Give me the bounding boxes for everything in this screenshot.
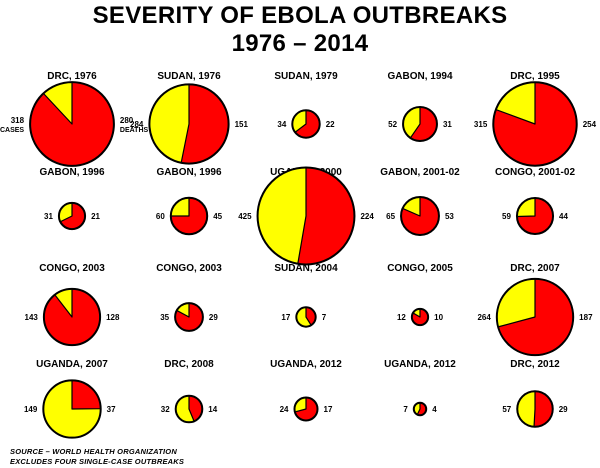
exclusion-note: EXCLUDES FOUR SINGLE-CASE OUTBREAKS — [10, 457, 185, 466]
pie-title: DRC, 2008 — [164, 359, 214, 370]
pie-outline — [174, 394, 204, 424]
pie-outline — [291, 109, 321, 139]
deaths-label: 29 — [559, 405, 568, 414]
cases-unit-label: CASES — [0, 127, 24, 134]
pie-outline — [256, 166, 356, 266]
pie-title: DRC, 1995 — [510, 71, 560, 82]
pie-outline — [42, 379, 102, 439]
deaths-label: 7 — [322, 313, 327, 322]
pie-title: CONGO, 2005 — [387, 263, 453, 274]
pie-outline — [293, 396, 319, 422]
pie-title: GABON, 1996 — [156, 167, 221, 178]
cases-label: 425 — [238, 212, 252, 221]
pie-outline — [42, 287, 102, 347]
deaths-label: 128 — [106, 313, 120, 322]
cases-label: 7 — [403, 405, 408, 414]
deaths-label: 280 — [120, 116, 134, 125]
deaths-label: 53 — [445, 212, 454, 221]
deaths-label: 29 — [209, 313, 218, 322]
deaths-label: 151 — [235, 120, 249, 129]
cases-label: 60 — [156, 212, 165, 221]
pie-outline — [148, 83, 230, 165]
deaths-slice — [297, 166, 356, 265]
cases-label: 57 — [502, 405, 511, 414]
cases-label: 143 — [25, 313, 39, 322]
pie-title: DRC, 2007 — [510, 263, 560, 274]
deaths-label: 31 — [443, 120, 452, 129]
chart-title-line-2: 1976 – 2014 — [231, 30, 369, 57]
deaths-label: 4 — [432, 405, 437, 414]
cases-label: 34 — [277, 120, 286, 129]
pie-outline — [412, 401, 428, 417]
deaths-label: 22 — [326, 120, 335, 129]
pie-outline — [400, 196, 440, 236]
pie-title: DRC, 1976 — [47, 71, 97, 82]
cases-label: 318 — [11, 116, 25, 125]
pie-outline — [295, 306, 317, 328]
deaths-label: 187 — [579, 313, 593, 322]
cases-label: 31 — [44, 212, 53, 221]
source-note: SOURCE – WORLD HEALTH ORGANIZATION — [10, 447, 177, 456]
pie-title: CONGO, 2001-02 — [495, 167, 575, 178]
deaths-label: 10 — [434, 313, 443, 322]
cases-label: 59 — [502, 212, 511, 221]
pie-outline — [29, 81, 115, 167]
deaths-label: 254 — [583, 120, 597, 129]
pie-outline — [515, 196, 555, 236]
pie-outline — [169, 196, 209, 236]
pie-outline — [57, 201, 87, 231]
pie-title: SUDAN, 1976 — [157, 71, 221, 82]
pie-title: GABON, 1994 — [387, 71, 452, 82]
pie-title: SUDAN, 2004 — [274, 263, 338, 274]
pie-title: GABON, 1996 — [39, 167, 104, 178]
pie-outline — [410, 307, 430, 327]
deaths-label: 37 — [107, 405, 116, 414]
deaths-label: 17 — [324, 405, 333, 414]
pie-outline — [492, 81, 578, 167]
cases-label: 149 — [24, 405, 38, 414]
deaths-slice — [533, 390, 554, 428]
cases-label: 32 — [161, 405, 170, 414]
deaths-unit-label: DEATHS — [120, 127, 149, 134]
chart-title-line-1: SEVERITY OF EBOLA OUTBREAKS — [92, 2, 508, 29]
deaths-label: 45 — [213, 212, 222, 221]
deaths-label: 14 — [208, 405, 217, 414]
pie-outline — [402, 106, 438, 142]
cases-label: 52 — [388, 120, 397, 129]
pie-outline — [174, 302, 204, 332]
deaths-label: 44 — [559, 212, 568, 221]
cases-label: 65 — [386, 212, 395, 221]
cases-label: 284 — [130, 120, 144, 129]
deaths-label: 21 — [91, 212, 100, 221]
pie-title: CONGO, 2003 — [39, 263, 105, 274]
pie-title: UGANDA, 2012 — [384, 359, 456, 370]
pie-title: DRC, 2012 — [510, 359, 560, 370]
pie-title: UGANDA, 2007 — [36, 359, 108, 370]
cases-label: 35 — [160, 313, 169, 322]
pie-outline — [516, 390, 554, 428]
cases-label: 264 — [477, 313, 491, 322]
pie-title: CONGO, 2003 — [156, 263, 222, 274]
pie-outline — [495, 277, 575, 357]
cases-label: 12 — [397, 313, 406, 322]
cases-label: 24 — [280, 405, 289, 414]
deaths-label: 224 — [360, 212, 374, 221]
pie-title: UGANDA, 2012 — [270, 359, 342, 370]
pie-title: SUDAN, 1979 — [274, 71, 338, 82]
cases-label: 17 — [281, 313, 290, 322]
pie-title: GABON, 2001-02 — [380, 167, 460, 178]
cases-label: 315 — [474, 120, 488, 129]
